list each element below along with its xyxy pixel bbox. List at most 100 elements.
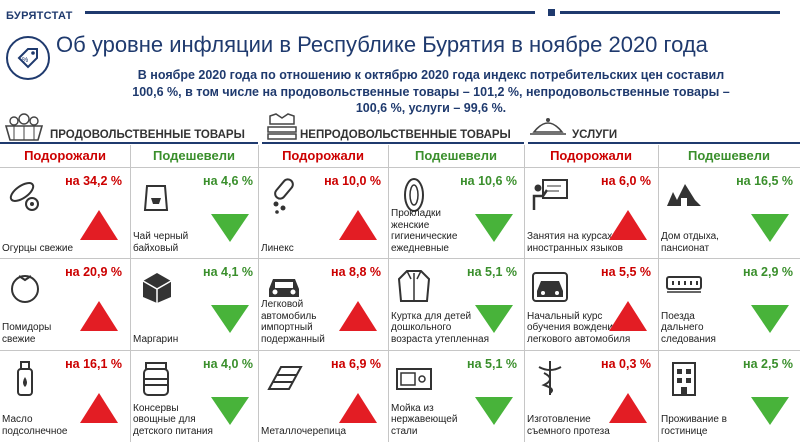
item-cell-up: на 34,2 % Огурцы свежие <box>0 168 128 258</box>
svg-text:%: % <box>22 57 28 64</box>
jar-icon <box>137 359 175 397</box>
column-header-down: Подешевели <box>415 148 497 163</box>
price-down-triangle <box>751 214 789 242</box>
train-car-icon <box>665 267 703 305</box>
group-rule <box>0 142 258 144</box>
change-value: на 2,5 % <box>743 357 793 371</box>
header-rule-marker <box>548 9 555 16</box>
price-down-triangle <box>751 397 789 425</box>
change-value: на 6,0 % <box>601 174 651 188</box>
item-name: Легковой автомобиль импортный подержанны… <box>261 299 325 345</box>
change-value: на 10,0 % <box>324 174 381 188</box>
item-name: Огурцы свежие <box>2 242 74 254</box>
item-cell-down: на 4,6 % Чай черный байховый <box>131 168 259 258</box>
price-up-triangle <box>80 210 118 240</box>
item-name: Металлочерепица <box>261 425 347 437</box>
header-rule-right <box>560 11 780 14</box>
column-header-up: Подорожали <box>550 148 632 163</box>
item-name: Маргарин <box>133 333 179 345</box>
oil-bottle-icon <box>6 359 44 397</box>
grid-line <box>0 258 800 259</box>
item-name: Чай черный байховый <box>133 231 189 254</box>
item-cell-down: на 2,5 % Проживание в гостинице <box>659 351 799 441</box>
price-down-triangle <box>475 305 513 333</box>
column-header-down: Подешевели <box>688 148 770 163</box>
service-cloche-icon <box>528 112 568 142</box>
price-down-triangle <box>211 214 249 242</box>
price-tag-logo-icon: % <box>6 36 50 80</box>
change-value: на 20,9 % <box>65 265 122 279</box>
change-value: на 16,1 % <box>65 357 122 371</box>
jacket-icon <box>395 267 433 305</box>
pills-icon <box>265 176 303 214</box>
pad-icon <box>395 176 433 214</box>
item-name: Мойка из нержавеющей стали <box>391 402 458 437</box>
item-cell-up: на 20,9 % Помидоры свежие <box>0 259 128 349</box>
item-name: Прокладки женские гигиенические ежедневн… <box>391 208 458 254</box>
item-cell-down: на 4,0 % Консервы овощные для детского п… <box>131 351 259 441</box>
change-value: на 6,9 % <box>331 357 381 371</box>
hotel-icon <box>665 359 703 397</box>
change-value: на 5,1 % <box>467 265 517 279</box>
change-value: на 8,8 % <box>331 265 381 279</box>
group-rule <box>262 142 524 144</box>
change-value: на 4,0 % <box>203 357 253 371</box>
change-value: на 2,9 % <box>743 265 793 279</box>
item-cell-down: на 5,1 % Мойка из нержавеющей стали <box>389 351 523 441</box>
item-cell-up: на 6,0 % Занятия на курсах иностранных я… <box>525 168 657 258</box>
medical-caduceus-icon <box>531 359 569 397</box>
change-value: на 34,2 % <box>65 174 122 188</box>
item-cell-up: на 8,8 % Легковой автомобиль импортный п… <box>259 259 387 349</box>
group-header-services: УСЛУГИ <box>528 112 796 142</box>
column-header-up: Подорожали <box>282 148 364 163</box>
clothes-stack-icon <box>262 112 302 142</box>
price-up-triangle <box>609 393 647 423</box>
item-name: Помидоры свежие <box>2 322 52 345</box>
car-icon <box>265 267 303 305</box>
price-down-triangle <box>211 305 249 333</box>
group-label: УСЛУГИ <box>572 129 618 141</box>
price-up-triangle <box>80 301 118 331</box>
resort-house-icon <box>665 176 703 214</box>
group-header-food: ПРОДОВОЛЬСТВЕННЫЕ ТОВАРЫ <box>2 112 258 142</box>
item-name: Дом отдыха, пансионат <box>661 231 719 254</box>
change-value: на 4,6 % <box>203 174 253 188</box>
group-label: ПРОДОВОЛЬСТВЕННЫЕ ТОВАРЫ <box>50 129 245 141</box>
item-name: Начальный курс обучения вождению легково… <box>527 310 631 345</box>
change-value: на 4,1 % <box>203 265 253 279</box>
group-rule <box>528 142 800 144</box>
grid-line <box>0 350 800 351</box>
price-up-triangle <box>609 210 647 240</box>
grid-line <box>0 167 800 168</box>
item-cell-up: на 16,1 % Масло подсолнечное <box>0 351 128 441</box>
margarine-icon <box>137 267 175 305</box>
group-label: НЕПРОДОВОЛЬСТВЕННЫЕ ТОВАРЫ <box>300 129 511 141</box>
grid-line <box>258 145 259 442</box>
intro-line: 100,6 %, услуги – 99,6 %. <box>355 101 507 115</box>
change-value: на 5,5 % <box>601 265 651 279</box>
item-name: Изготовление съемного протеза <box>527 414 610 437</box>
price-down-triangle <box>475 397 513 425</box>
column-header-down: Подешевели <box>153 148 235 163</box>
grid-line <box>658 145 659 442</box>
price-up-triangle <box>339 210 377 240</box>
group-header-nonfood: НЕПРОДОВОЛЬСТВЕННЫЕ ТОВАРЫ <box>262 112 524 142</box>
sink-icon <box>395 359 433 397</box>
header-rule <box>85 11 535 14</box>
price-down-triangle <box>751 305 789 333</box>
item-name: Поезда дальнего следования <box>661 310 716 345</box>
page-title: Об уровне инфляции в Республике Бурятия … <box>56 32 708 57</box>
intro-text: В ноябре 2020 года по отношению к октябр… <box>78 67 784 117</box>
item-cell-up: на 5,5 % Начальный курс обучения вождени… <box>525 259 657 349</box>
item-cell-up: на 6,9 % Металлочерепица <box>259 351 387 441</box>
item-name: Занятия на курсах иностранных языков <box>527 231 623 254</box>
tea-pack-icon <box>137 176 175 214</box>
item-name: Проживание в гостинице <box>661 414 727 437</box>
item-cell-down: на 2,9 % Поезда дальнего следования <box>659 259 799 349</box>
intro-line: 100,6 %, в том числе на продовольственны… <box>132 84 730 99</box>
grid-line <box>388 145 389 442</box>
tomato-icon <box>6 267 44 305</box>
item-name: Консервы овощные для детского питания <box>133 402 213 437</box>
item-cell-down: на 16,5 % Дом отдыха, пансионат <box>659 168 799 258</box>
item-name: Линекс <box>261 242 294 254</box>
